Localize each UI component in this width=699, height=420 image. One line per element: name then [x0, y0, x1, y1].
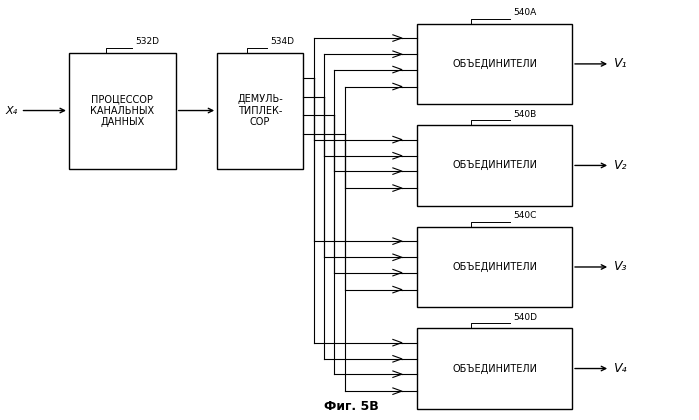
- Text: V₄: V₄: [614, 362, 627, 375]
- Text: 532D: 532D: [135, 37, 159, 46]
- Text: ОБЪЕДИНИТЕЛИ: ОБЪЕДИНИТЕЛИ: [452, 363, 537, 373]
- Text: ОБЪЕДИНИТЕЛИ: ОБЪЕДИНИТЕЛИ: [452, 59, 537, 69]
- Text: ОБЪЕДИНИТЕЛИ: ОБЪЕДИНИТЕЛИ: [452, 262, 537, 272]
- Text: V₁: V₁: [614, 58, 627, 71]
- Text: V₂: V₂: [614, 159, 627, 172]
- Text: 540D: 540D: [513, 313, 537, 322]
- Text: Фиг. 5В: Фиг. 5В: [324, 400, 379, 413]
- Bar: [417, 125, 572, 206]
- Text: X₄: X₄: [5, 105, 17, 116]
- Text: ОБЪЕДИНИТЕЛИ: ОБЪЕДИНИТЕЛИ: [452, 160, 537, 171]
- Text: 540A: 540A: [513, 8, 536, 17]
- Bar: [69, 52, 175, 168]
- Text: ДЕМУЛЬ-
ТИПЛЕК-
СОР: ДЕМУЛЬ- ТИПЛЕК- СОР: [237, 94, 283, 127]
- Bar: [217, 52, 303, 168]
- Text: ПРОЦЕССОР
КАНАЛЬНЫХ
ДАННЫХ: ПРОЦЕССОР КАНАЛЬНЫХ ДАННЫХ: [90, 94, 154, 127]
- Text: 540C: 540C: [513, 211, 537, 220]
- Text: V₃: V₃: [614, 260, 627, 273]
- Bar: [417, 24, 572, 104]
- Text: 534D: 534D: [271, 37, 294, 46]
- Bar: [417, 328, 572, 409]
- Text: 540B: 540B: [513, 110, 536, 119]
- Bar: [417, 226, 572, 307]
